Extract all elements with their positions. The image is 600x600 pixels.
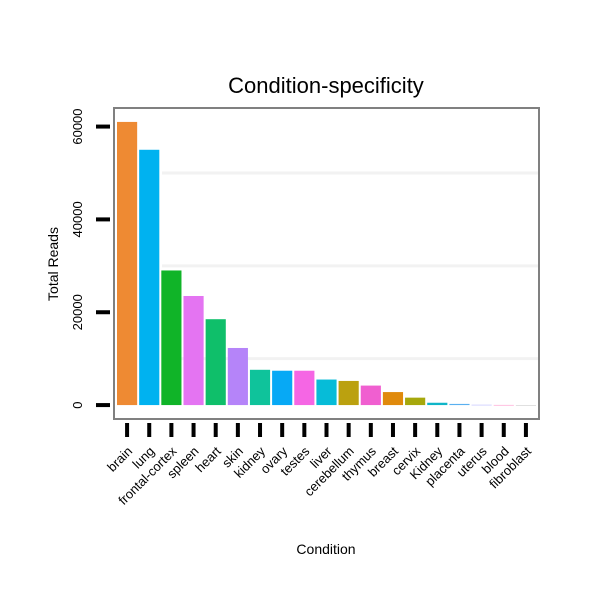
chart-title: Condition-specificity [228,73,424,98]
bar-thymus [361,386,381,405]
bar-ovary [272,371,292,405]
bar-placenta [449,404,469,405]
bar-liver [316,380,336,406]
bar-skin [228,348,248,405]
bar-kidney [250,370,270,405]
bar-testes [294,371,314,405]
bar-brain [117,122,137,405]
y-tick-label-2: 40000 [70,201,85,237]
bar-heart [206,319,226,405]
y-tick-label-3: 60000 [70,108,85,144]
x-axis: brainlungfrontal-cortexspleenheartskinki… [104,423,534,508]
bar-blood [494,405,514,406]
bar-uterus [472,405,492,406]
bar-fibroblast [516,405,536,406]
bar-spleen [183,296,203,405]
bar-frontal-cortex [161,270,181,405]
bar-cerebellum [339,381,359,405]
y-tick-label-0: 0 [70,401,85,408]
bar-chart: Condition-specificity 0 20000 40000 60000 b… [0,0,600,600]
y-axis: 0 20000 40000 60000 [70,108,110,408]
bar-breast [383,392,403,405]
bar-cervix [405,398,425,405]
y-tick-label-1: 20000 [70,294,85,330]
y-axis-title: Total Reads [45,227,61,301]
x-axis-title: Condition [296,541,355,557]
bar-lung [139,150,159,405]
bar-Kidney [427,403,447,405]
